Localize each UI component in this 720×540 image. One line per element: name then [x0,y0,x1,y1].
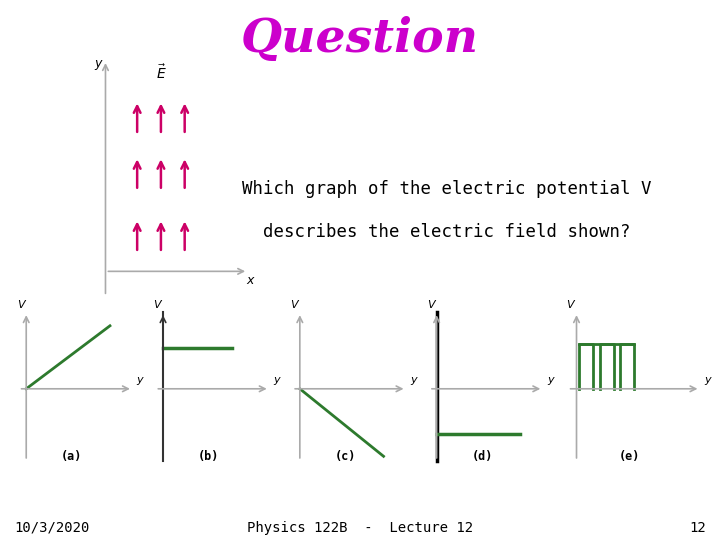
Text: (e): (e) [619,450,640,463]
Text: Question: Question [241,16,479,62]
Text: V: V [427,300,435,310]
Text: Which graph of the electric potential V: Which graph of the electric potential V [242,180,651,198]
Text: y: y [274,375,280,385]
Text: y: y [94,57,102,70]
Text: y: y [547,375,554,385]
Text: describes the electric field shown?: describes the electric field shown? [263,223,630,241]
Text: (b): (b) [198,450,220,463]
Text: $\vec{E}$: $\vec{E}$ [156,63,166,82]
Text: 10/3/2020: 10/3/2020 [14,521,90,535]
Text: (c): (c) [335,450,356,463]
Text: y: y [705,375,711,385]
Text: y: y [137,375,143,385]
Text: 12: 12 [689,521,706,535]
Text: (d): (d) [472,450,493,463]
Text: V: V [17,300,24,310]
Text: V: V [566,300,574,310]
Text: Physics 122B  -  Lecture 12: Physics 122B - Lecture 12 [247,521,473,535]
Text: (a): (a) [61,450,83,463]
Text: V: V [290,300,298,310]
Text: y: y [410,375,417,385]
Text: x: x [246,274,253,287]
Text: V: V [153,300,161,310]
